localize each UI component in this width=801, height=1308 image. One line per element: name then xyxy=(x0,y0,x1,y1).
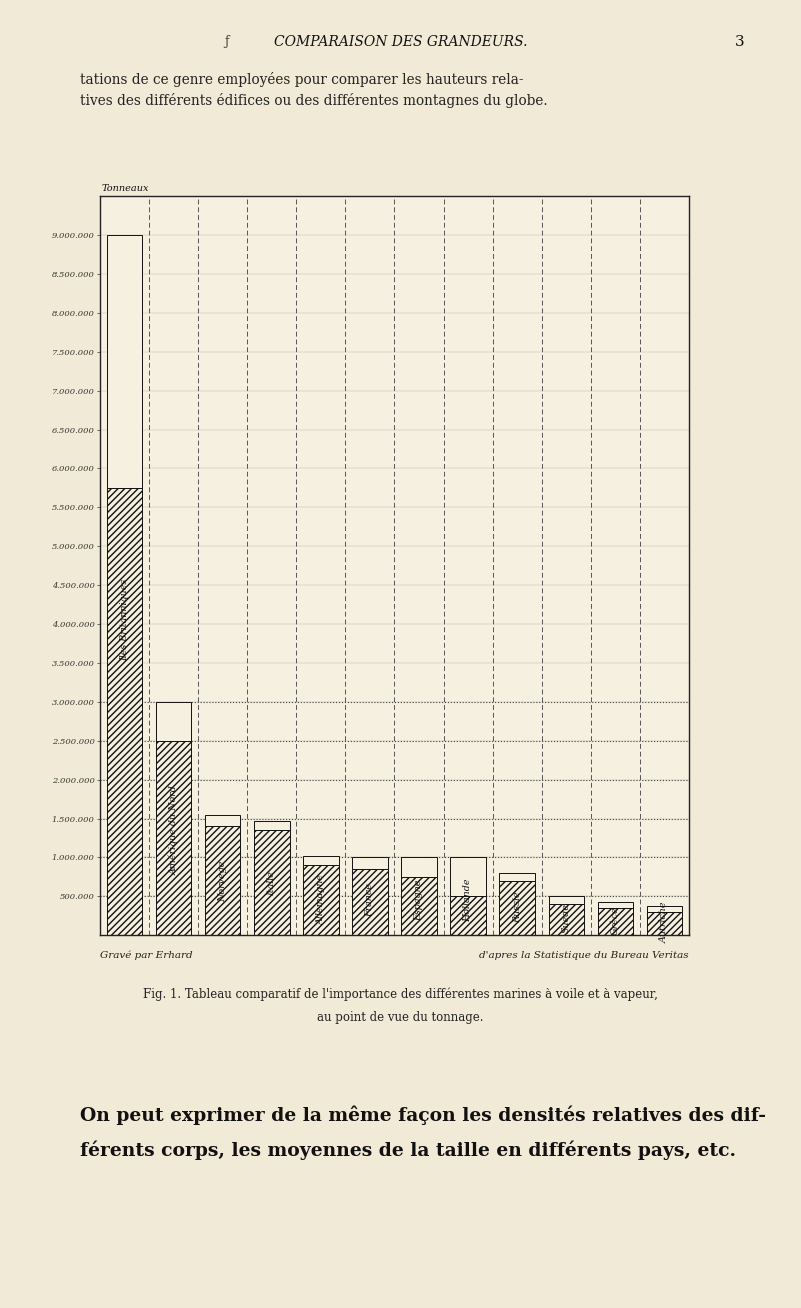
Bar xyxy=(401,876,437,935)
Bar xyxy=(205,815,240,827)
Text: au point de vue du tonnage.: au point de vue du tonnage. xyxy=(317,1011,484,1024)
Text: Amérique du Nord: Amérique du Nord xyxy=(169,785,179,875)
Text: 3: 3 xyxy=(735,34,745,48)
Bar xyxy=(646,912,682,935)
Bar xyxy=(205,827,240,935)
Bar xyxy=(156,740,191,935)
Text: Norvège: Norvège xyxy=(218,861,227,901)
Text: Italie: Italie xyxy=(268,871,276,896)
Bar xyxy=(598,908,633,935)
Bar xyxy=(646,905,682,912)
Text: Gravé par Erhard: Gravé par Erhard xyxy=(100,951,193,960)
Text: ƒ: ƒ xyxy=(224,34,229,47)
Bar xyxy=(401,858,437,876)
Text: tives des différents édifices ou des différentes montagnes du globe.: tives des différents édifices ou des dif… xyxy=(80,93,548,107)
Bar xyxy=(352,869,388,935)
Text: Hollande: Hollande xyxy=(464,879,473,922)
Text: Fig. 1. Tableau comparatif de l'importance des différentes marines à voile et à : Fig. 1. Tableau comparatif de l'importan… xyxy=(143,988,658,1001)
Text: On peut exprimer de la même façon les densités relatives des dif-: On peut exprimer de la même façon les de… xyxy=(80,1105,766,1125)
Text: Suède: Suède xyxy=(562,903,570,933)
Bar xyxy=(352,858,388,869)
Text: Autriche: Autriche xyxy=(660,901,669,943)
Text: tations de ce genre employées pour comparer les hauteurs rela-: tations de ce genre employées pour compa… xyxy=(80,72,524,86)
Text: Allemagne: Allemagne xyxy=(316,874,325,925)
Text: Grèce: Grèce xyxy=(611,906,620,934)
Text: France: France xyxy=(365,883,374,917)
Bar xyxy=(156,702,191,740)
Text: d'apres la Statistique du Bureau Veritas: d'apres la Statistique du Bureau Veritas xyxy=(479,951,689,960)
Bar xyxy=(500,872,535,880)
Bar xyxy=(304,855,339,865)
Bar xyxy=(254,831,289,935)
Bar xyxy=(598,901,633,908)
Bar xyxy=(549,896,584,904)
Bar xyxy=(107,235,143,488)
Text: férents corps, les moyennes de la taille en différents pays, etc.: férents corps, les moyennes de la taille… xyxy=(80,1141,736,1160)
Bar xyxy=(450,896,485,935)
Bar xyxy=(304,865,339,935)
Text: Tonneaux: Tonneaux xyxy=(101,183,149,192)
Text: Russie: Russie xyxy=(513,892,521,923)
Text: Espagne: Espagne xyxy=(415,879,424,921)
Bar xyxy=(549,904,584,935)
Bar xyxy=(450,858,485,896)
Bar xyxy=(500,880,535,935)
Bar xyxy=(107,488,143,935)
Bar xyxy=(254,821,289,831)
Text: Iles Britanniques: Iles Britanniques xyxy=(120,579,129,662)
Text: COMPARAISON DES GRANDEURS.: COMPARAISON DES GRANDEURS. xyxy=(274,34,527,48)
